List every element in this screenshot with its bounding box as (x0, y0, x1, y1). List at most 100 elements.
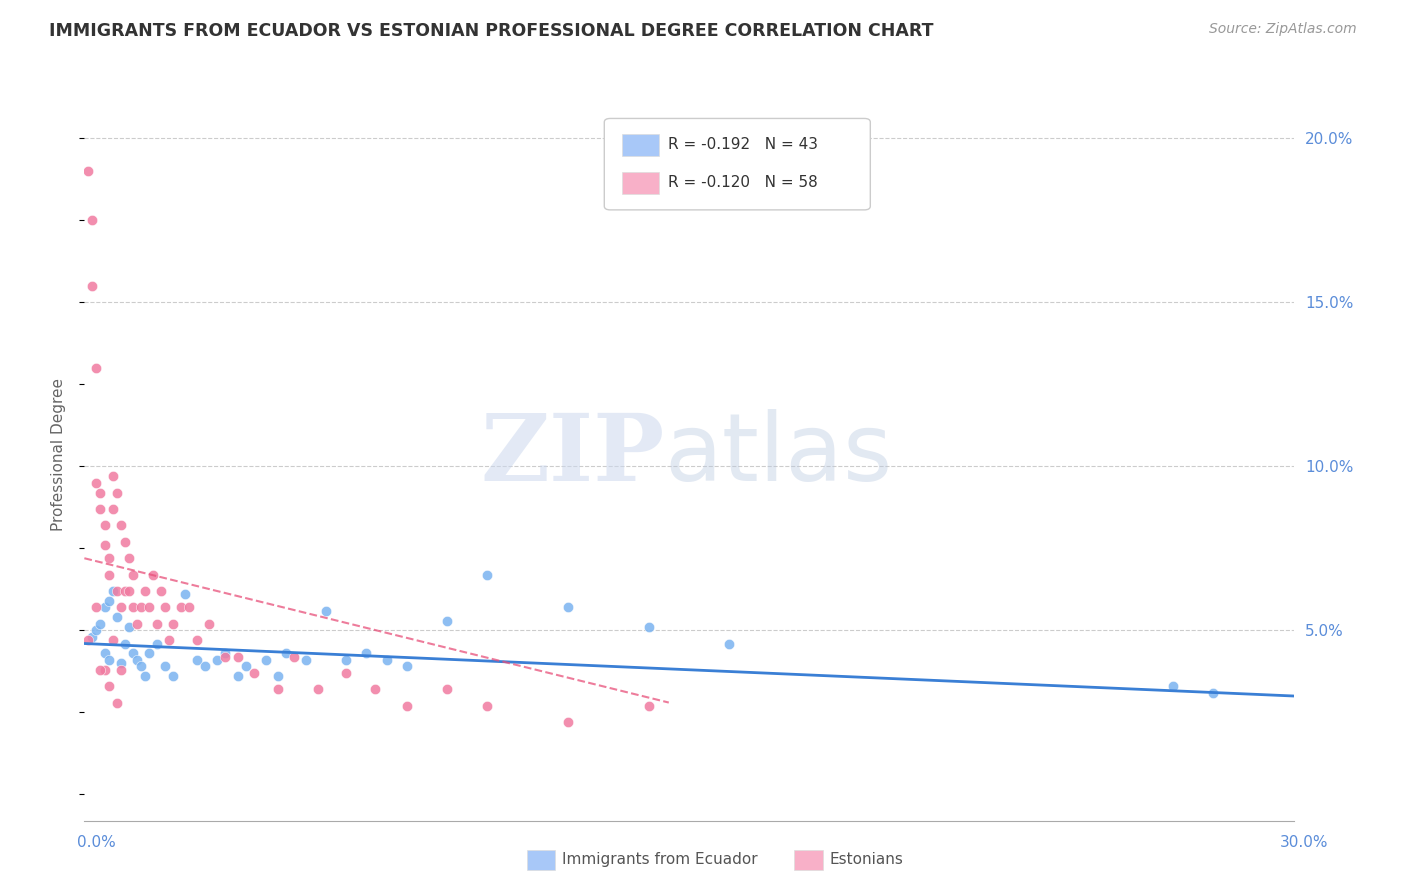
Point (637, 620, 659, 634)
Point (82, 213, 104, 227)
Point (226, 669, 249, 683)
Point (101, 502, 124, 516)
Point (1202, 686, 1225, 700)
Point (93, 518, 115, 533)
Point (93, 663, 115, 677)
Point (315, 604, 337, 618)
Point (436, 614, 458, 628)
Point (226, 649, 249, 664)
Point (267, 682, 290, 697)
Point (1161, 679, 1184, 693)
Text: Immigrants from Ecuador: Immigrants from Ecuador (562, 853, 758, 867)
Point (125, 616, 148, 631)
Point (557, 715, 579, 730)
Point (170, 600, 193, 615)
Point (477, 698, 499, 713)
Point (118, 584, 141, 599)
Point (89, 663, 111, 677)
Point (129, 600, 152, 615)
Point (101, 469, 124, 483)
Point (97, 594, 120, 608)
Point (718, 636, 741, 650)
Point (97, 679, 120, 693)
Point (207, 653, 229, 667)
Point (274, 646, 297, 660)
Point (121, 646, 143, 660)
Point (637, 698, 659, 713)
Point (110, 518, 132, 533)
Point (157, 633, 180, 648)
Point (105, 610, 128, 624)
Point (356, 646, 378, 660)
Point (77, 633, 100, 648)
Point (86, 361, 108, 376)
Point (97, 567, 120, 582)
Point (335, 653, 357, 667)
Point (114, 534, 136, 549)
Point (477, 567, 499, 582)
Text: 30.0%: 30.0% (1281, 836, 1329, 850)
Point (254, 653, 277, 667)
Point (235, 659, 257, 673)
Point (295, 653, 318, 667)
Point (77, 164, 100, 178)
Point (134, 669, 156, 683)
Point (125, 653, 148, 667)
Point (198, 616, 221, 631)
Point (214, 649, 236, 664)
Point (335, 666, 357, 681)
Point (134, 584, 156, 599)
Text: R = -0.192   N = 43: R = -0.192 N = 43 (668, 137, 818, 153)
Point (129, 659, 152, 673)
Point (267, 669, 290, 683)
Point (174, 587, 197, 601)
Point (86, 624, 108, 638)
Point (153, 659, 176, 673)
Point (101, 633, 124, 648)
Point (375, 653, 398, 667)
Text: Source: ZipAtlas.com: Source: ZipAtlas.com (1209, 22, 1357, 37)
Point (97, 551, 120, 566)
Bar (623, 172, 659, 194)
Point (307, 682, 329, 697)
Point (89, 485, 111, 500)
Point (82, 630, 104, 644)
Point (363, 682, 385, 697)
Point (86, 600, 108, 615)
Point (162, 616, 184, 631)
Point (105, 485, 128, 500)
Text: IMMIGRANTS FROM ECUADOR VS ESTONIAN PROFESSIONAL DEGREE CORRELATION CHART: IMMIGRANTS FROM ECUADOR VS ESTONIAN PROF… (49, 22, 934, 40)
Text: ZIP: ZIP (481, 410, 665, 500)
Point (118, 551, 141, 566)
Point (105, 696, 128, 710)
Point (149, 584, 172, 599)
Point (118, 620, 141, 634)
Point (89, 502, 111, 516)
Point (93, 538, 115, 552)
Point (395, 659, 418, 673)
Point (89, 616, 111, 631)
Point (138, 600, 160, 615)
Point (86, 475, 108, 490)
Point (146, 636, 169, 650)
Point (138, 646, 160, 660)
Point (114, 636, 136, 650)
Point (142, 567, 165, 582)
Point (105, 584, 128, 599)
Point (82, 279, 104, 293)
Point (114, 584, 136, 599)
Text: 0.0%: 0.0% (77, 836, 117, 850)
Text: Estonians: Estonians (830, 853, 904, 867)
Point (194, 659, 217, 673)
Point (186, 653, 208, 667)
Text: atlas: atlas (665, 409, 893, 501)
Text: R = -0.120   N = 58: R = -0.120 N = 58 (668, 176, 818, 190)
FancyBboxPatch shape (605, 119, 870, 210)
Point (110, 600, 132, 615)
Point (214, 646, 236, 660)
Point (283, 649, 305, 664)
Point (162, 669, 184, 683)
Point (121, 600, 143, 615)
Point (395, 698, 418, 713)
Point (93, 646, 115, 660)
